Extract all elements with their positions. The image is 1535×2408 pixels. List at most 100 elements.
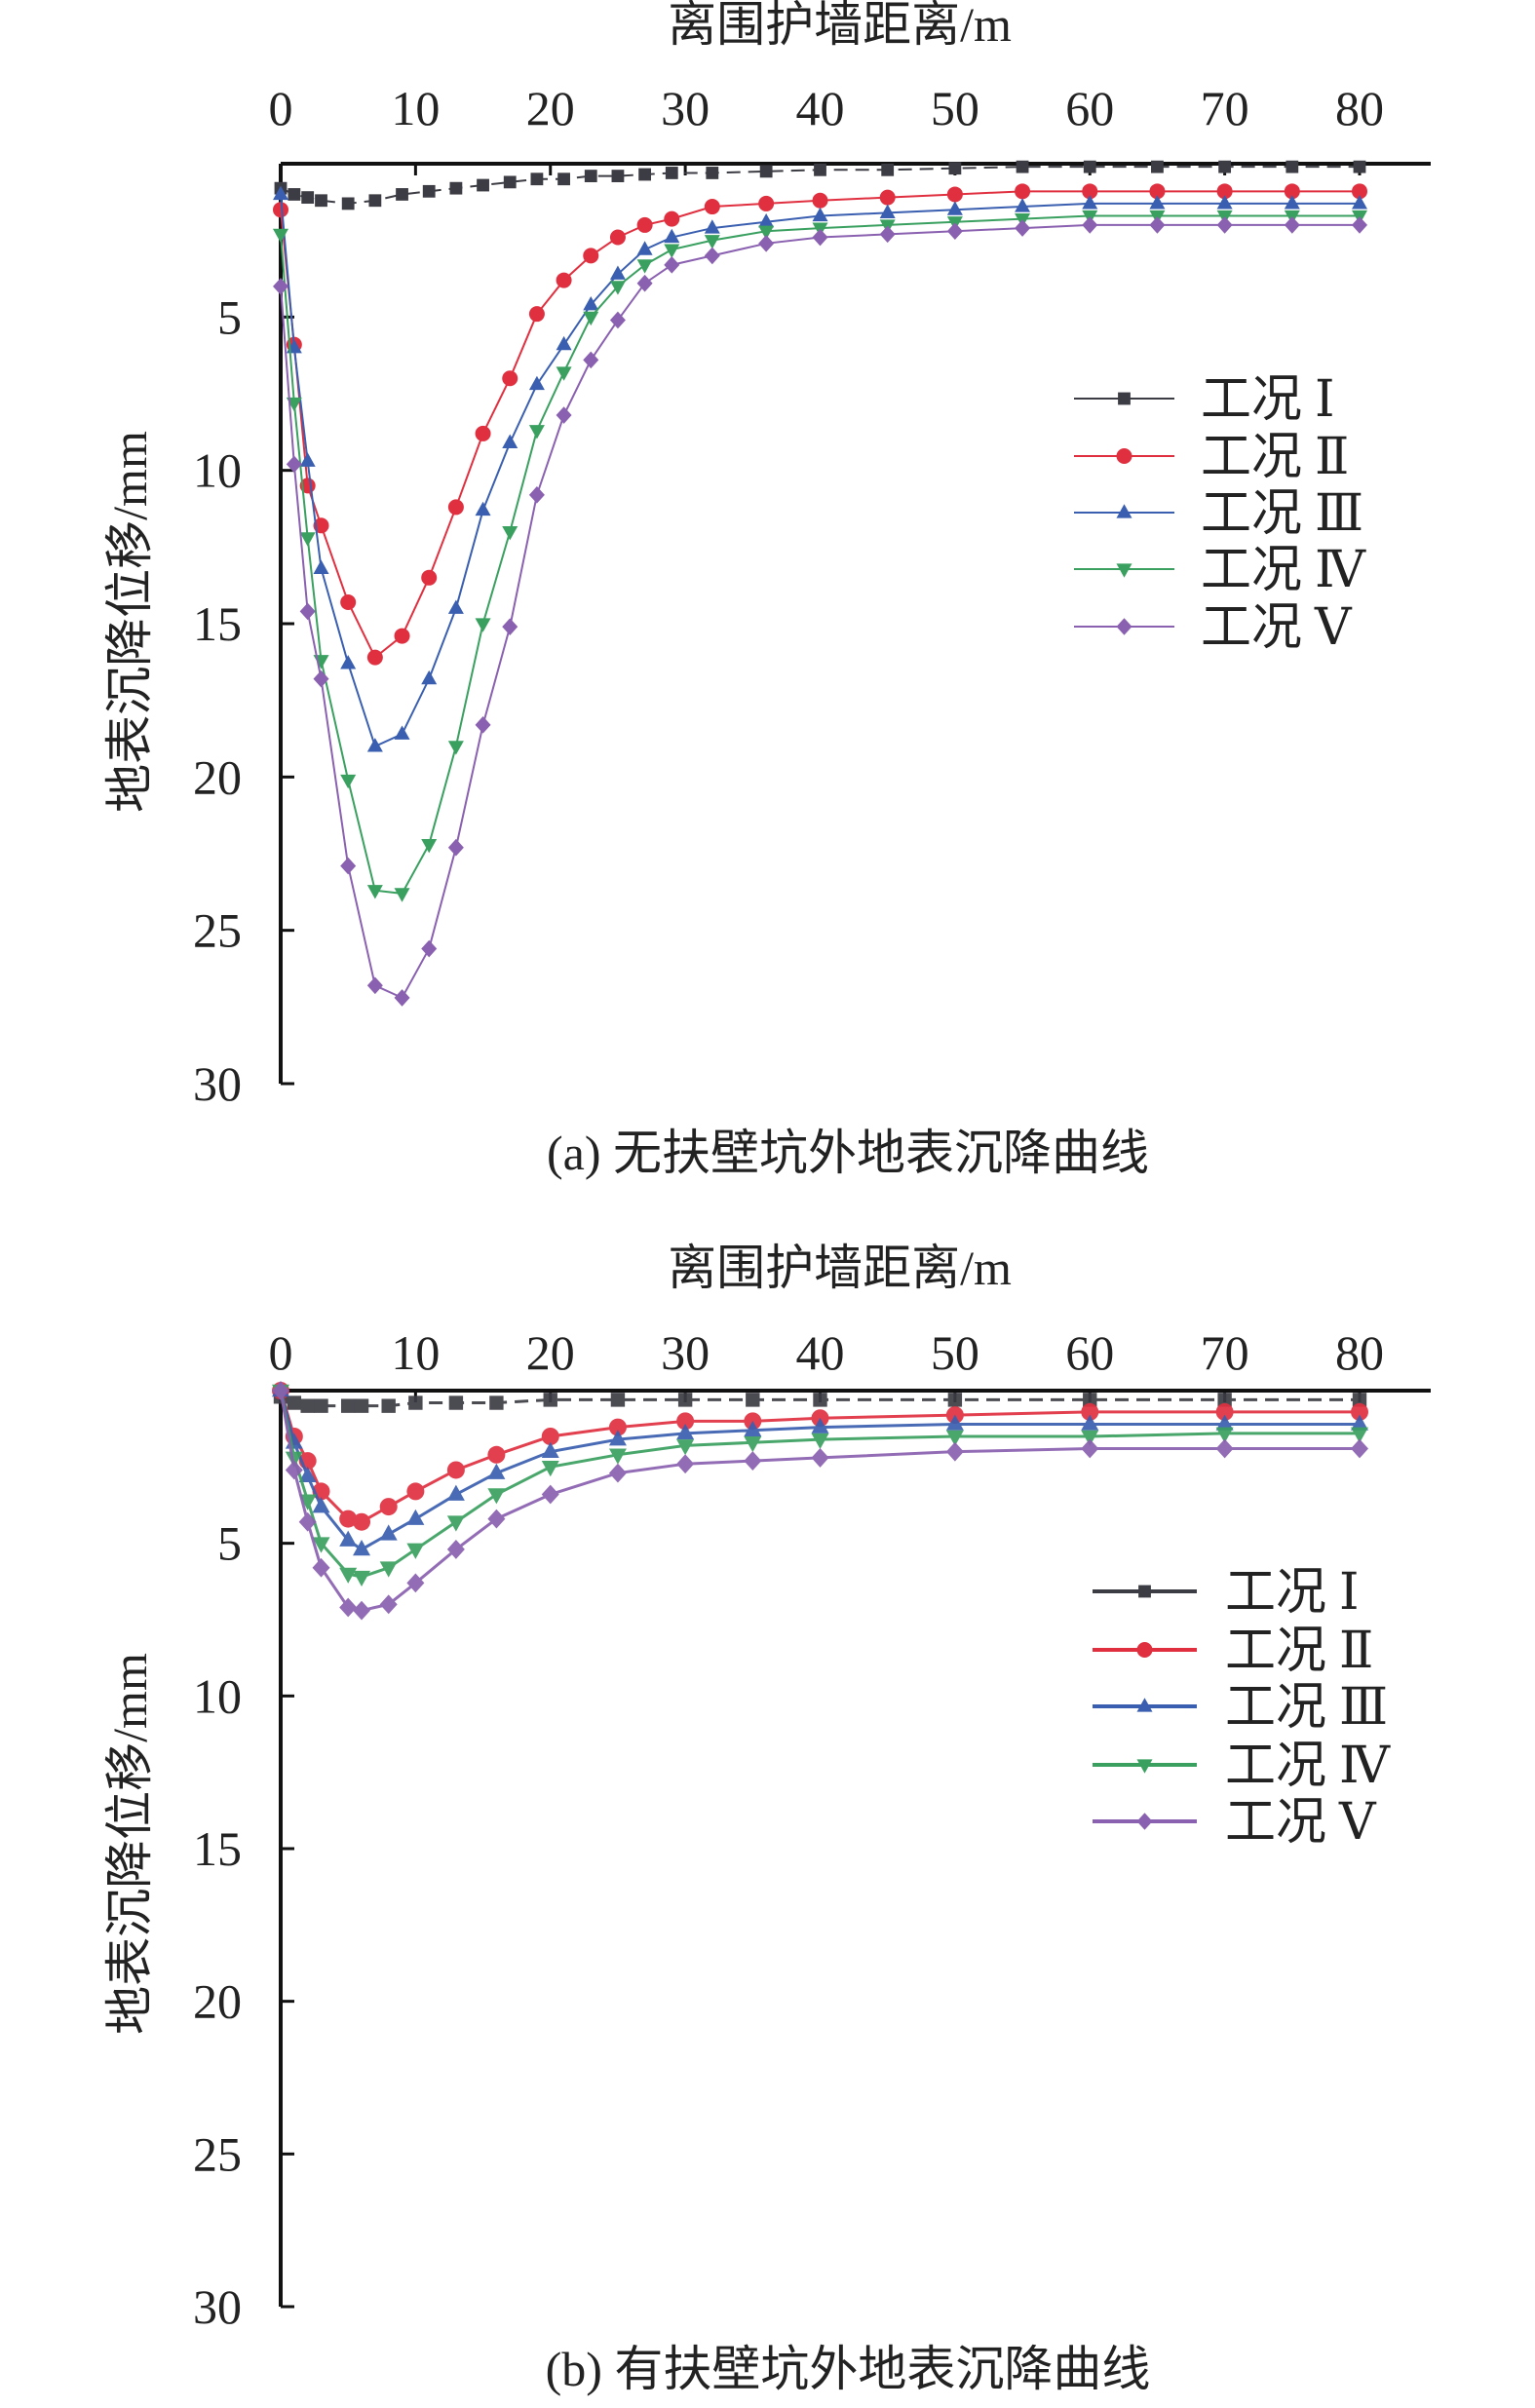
data-point bbox=[530, 172, 544, 186]
data-point bbox=[1351, 1427, 1368, 1443]
legend-marker-icon bbox=[1136, 1759, 1153, 1774]
data-point bbox=[408, 1395, 423, 1410]
legend-marker-icon bbox=[1116, 563, 1132, 578]
data-point bbox=[1081, 1402, 1099, 1421]
legend-item-5: 工况 Ⅴ bbox=[1093, 1795, 1377, 1851]
legend-item-2: 工况 Ⅱ bbox=[1093, 1624, 1373, 1679]
data-point bbox=[541, 1441, 559, 1458]
data-point bbox=[706, 167, 719, 179]
data-point bbox=[366, 976, 383, 995]
data-point bbox=[273, 228, 288, 244]
x-tick-label: 30 bbox=[661, 1325, 710, 1380]
y-tick-label: 10 bbox=[193, 443, 242, 498]
data-point bbox=[379, 1524, 398, 1541]
data-point bbox=[421, 669, 438, 685]
x-axis-title: 离围护墙距离/m bbox=[668, 1241, 1012, 1295]
data-point bbox=[1217, 1393, 1232, 1407]
data-point bbox=[528, 306, 545, 323]
data-point bbox=[1215, 1427, 1234, 1443]
data-point bbox=[811, 1417, 829, 1433]
data-point bbox=[288, 188, 301, 201]
legend-label: 工况 Ⅱ bbox=[1225, 1624, 1373, 1679]
data-point bbox=[744, 1451, 762, 1471]
data-point bbox=[528, 425, 545, 440]
x-tick-label: 0 bbox=[269, 81, 293, 135]
data-point bbox=[1352, 216, 1367, 234]
series-line bbox=[280, 194, 1360, 748]
data-point bbox=[946, 222, 963, 241]
data-point bbox=[1082, 216, 1098, 234]
data-point bbox=[704, 235, 720, 249]
data-point bbox=[704, 199, 720, 215]
data-point bbox=[608, 1463, 627, 1483]
x-tick-label: 40 bbox=[796, 81, 845, 135]
data-point bbox=[273, 185, 288, 201]
data-point bbox=[811, 1448, 829, 1468]
data-point bbox=[583, 311, 599, 326]
data-point bbox=[446, 1484, 465, 1501]
data-point bbox=[636, 259, 653, 274]
y-tick-label: 5 bbox=[217, 1516, 242, 1571]
x-tick-label: 40 bbox=[796, 1325, 845, 1380]
data-point bbox=[273, 202, 288, 218]
data-point bbox=[381, 1398, 396, 1413]
data-point bbox=[1083, 1393, 1097, 1407]
legend-label: 工况 Ⅰ bbox=[1225, 1565, 1360, 1621]
data-point bbox=[744, 1420, 762, 1437]
data-point bbox=[353, 1512, 371, 1531]
data-point bbox=[339, 1567, 358, 1584]
data-point bbox=[814, 163, 826, 176]
data-point bbox=[340, 655, 357, 669]
data-point bbox=[298, 1494, 317, 1510]
data-point bbox=[312, 1497, 330, 1513]
data-point bbox=[676, 1423, 695, 1440]
series-3 bbox=[272, 1381, 1368, 1556]
data-point bbox=[406, 1573, 425, 1593]
data-point bbox=[1351, 1402, 1368, 1421]
data-point bbox=[609, 265, 626, 280]
data-point bbox=[704, 219, 720, 234]
legend-label: 工况 Ⅱ bbox=[1201, 430, 1349, 485]
data-point bbox=[608, 1418, 627, 1436]
x-tick-label: 10 bbox=[391, 1325, 440, 1380]
y-tick-label: 30 bbox=[193, 2279, 242, 2334]
data-point bbox=[583, 295, 599, 311]
data-point bbox=[339, 1597, 358, 1618]
data-point bbox=[379, 1561, 398, 1578]
data-point bbox=[299, 602, 316, 621]
data-point bbox=[449, 181, 463, 195]
data-point bbox=[1151, 160, 1164, 173]
data-point bbox=[948, 162, 962, 175]
data-point bbox=[1215, 1414, 1234, 1431]
data-point bbox=[447, 741, 464, 755]
legend-label: 工况 Ⅲ bbox=[1225, 1680, 1388, 1736]
legend-item-4: 工况 Ⅳ bbox=[1093, 1739, 1391, 1794]
data-point bbox=[502, 526, 518, 541]
data-point bbox=[503, 175, 517, 189]
x-tick-label: 10 bbox=[391, 81, 440, 135]
data-point bbox=[379, 1594, 398, 1615]
data-point bbox=[608, 1430, 627, 1446]
data-point bbox=[475, 501, 491, 516]
data-point bbox=[298, 1466, 317, 1483]
data-point bbox=[300, 1398, 315, 1413]
data-point bbox=[340, 1398, 356, 1413]
data-point bbox=[557, 172, 570, 186]
data-point bbox=[609, 229, 626, 246]
data-point bbox=[313, 517, 329, 534]
legend-marker-icon bbox=[1138, 1585, 1151, 1598]
data-point bbox=[354, 1398, 369, 1413]
data-point bbox=[1218, 160, 1232, 173]
data-point bbox=[406, 1482, 425, 1501]
data-point bbox=[368, 194, 382, 208]
data-point bbox=[611, 170, 625, 182]
data-point bbox=[677, 1393, 693, 1407]
data-point bbox=[945, 1430, 964, 1446]
data-point bbox=[946, 201, 963, 215]
series-line bbox=[280, 214, 1360, 895]
data-point bbox=[541, 1461, 559, 1477]
data-point bbox=[528, 486, 545, 504]
data-point bbox=[340, 593, 357, 610]
x-tick-label: 80 bbox=[1335, 81, 1384, 135]
data-point bbox=[946, 186, 963, 203]
